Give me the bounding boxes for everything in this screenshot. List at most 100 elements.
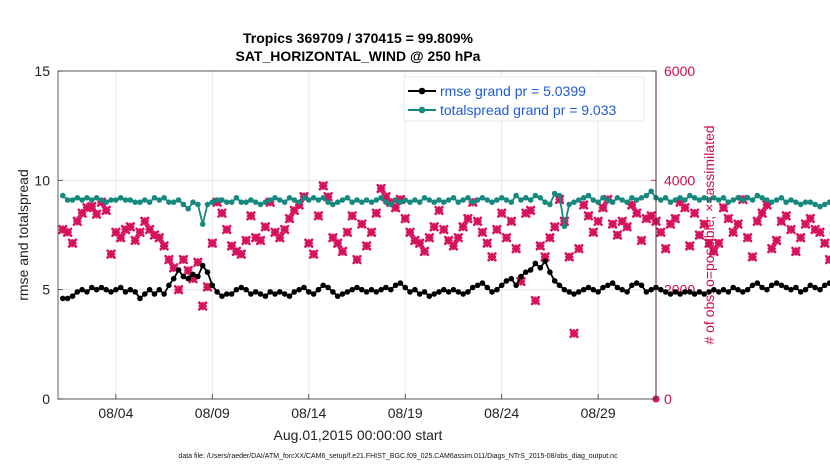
obs-point bbox=[704, 238, 714, 248]
y-right-tick-label: 0 bbox=[664, 391, 672, 407]
rmse-point bbox=[388, 286, 394, 293]
obs-point bbox=[747, 252, 758, 262]
rmse-point bbox=[334, 293, 341, 300]
rmse-point bbox=[175, 267, 182, 273]
totalspread-point bbox=[788, 197, 794, 203]
obs-point bbox=[154, 233, 164, 243]
totalspread-point bbox=[166, 199, 172, 205]
obs-point bbox=[530, 295, 541, 306]
totalspread-point bbox=[778, 195, 785, 201]
totalspread-point bbox=[585, 192, 592, 199]
obs-point bbox=[535, 241, 545, 251]
totalspread-point bbox=[204, 201, 211, 208]
totalspread-point bbox=[624, 199, 630, 205]
obs-point bbox=[207, 238, 218, 248]
totalspread-point bbox=[339, 197, 346, 203]
obs-point bbox=[241, 235, 251, 246]
obs-point bbox=[135, 227, 145, 237]
totalspread-point bbox=[286, 195, 293, 201]
totalspread-point bbox=[397, 199, 404, 205]
obs-point bbox=[183, 265, 193, 276]
rmse-point bbox=[267, 289, 274, 295]
totalspread-point bbox=[672, 197, 679, 203]
obs-point bbox=[236, 249, 246, 259]
obs-point bbox=[786, 224, 796, 235]
obs-point bbox=[87, 201, 97, 212]
totalspread-point bbox=[74, 195, 81, 201]
rmse-point bbox=[662, 289, 669, 295]
obs-point bbox=[62, 227, 73, 237]
obs-point bbox=[689, 208, 700, 218]
rmse-point bbox=[687, 289, 693, 295]
totalspread-point bbox=[687, 192, 693, 199]
rmse-point bbox=[89, 284, 95, 291]
x-tick-label: 08/29 bbox=[581, 405, 616, 421]
obs-point bbox=[419, 246, 430, 257]
rmse-point bbox=[542, 258, 548, 265]
totalspread-point bbox=[826, 199, 830, 205]
rmse-point bbox=[310, 291, 317, 297]
rmse-point bbox=[768, 282, 775, 289]
obs-point bbox=[217, 208, 227, 218]
obs-point bbox=[742, 233, 753, 243]
obs-point bbox=[757, 208, 767, 218]
rmse-point bbox=[450, 286, 457, 293]
rmse-point bbox=[301, 284, 307, 291]
obs-point bbox=[164, 254, 174, 265]
rmse-point bbox=[744, 286, 751, 293]
rmse-point bbox=[412, 286, 418, 293]
obs-point bbox=[458, 222, 468, 232]
totalspread-point bbox=[272, 195, 278, 201]
rmse-point bbox=[566, 289, 572, 295]
totalspread-point bbox=[556, 192, 563, 199]
obs-point bbox=[501, 233, 512, 243]
totalspread-point bbox=[209, 199, 216, 205]
obs-point bbox=[574, 243, 584, 254]
rmse-point bbox=[648, 286, 654, 293]
rmse-point bbox=[243, 286, 249, 293]
rmse-point bbox=[407, 289, 413, 295]
rmse-point bbox=[749, 282, 756, 289]
rmse-point bbox=[252, 289, 259, 295]
rmse-point bbox=[754, 280, 761, 286]
rmse-point bbox=[614, 284, 621, 291]
rmse-point bbox=[802, 286, 809, 293]
rmse-point bbox=[383, 284, 389, 291]
obs-point bbox=[506, 216, 517, 227]
rmse-point bbox=[359, 286, 365, 293]
totalspread-point bbox=[706, 197, 712, 203]
rmse-point bbox=[561, 286, 568, 293]
obs-point bbox=[106, 249, 116, 259]
rmse-point bbox=[180, 273, 187, 280]
y-right-tick-label: 6000 bbox=[664, 63, 695, 79]
x-tick-label: 08/04 bbox=[98, 405, 133, 421]
totalspread-point bbox=[518, 197, 524, 203]
totalspread-point bbox=[151, 195, 158, 201]
totalspread-point bbox=[113, 197, 119, 203]
series-totalspread bbox=[60, 188, 830, 230]
obs-point bbox=[173, 284, 184, 295]
rmse-point bbox=[291, 289, 298, 295]
rmse-point bbox=[421, 289, 428, 295]
totalspread-point bbox=[730, 197, 736, 203]
rmse-point bbox=[638, 282, 645, 289]
totalspread-point bbox=[537, 195, 544, 201]
rmse-point bbox=[137, 295, 143, 302]
obs-point bbox=[429, 222, 439, 232]
obs-point bbox=[588, 227, 599, 237]
rmse-point bbox=[339, 291, 346, 297]
obs-point bbox=[622, 222, 632, 232]
totalspread-point bbox=[89, 197, 95, 203]
obs-point bbox=[342, 227, 353, 237]
totalspread-point bbox=[252, 199, 259, 205]
rmse-point bbox=[277, 289, 283, 295]
y-axis-right-label: # of obs: o=possible; ×=assimilated bbox=[701, 125, 717, 344]
totalspread-point bbox=[93, 195, 100, 201]
obs-point bbox=[255, 235, 266, 246]
obs-point bbox=[159, 241, 169, 251]
totalspread-point bbox=[455, 199, 462, 205]
obs-point bbox=[318, 181, 328, 191]
totalspread-point bbox=[117, 195, 124, 201]
totalspread-point bbox=[547, 201, 553, 208]
obs-point bbox=[439, 224, 449, 235]
